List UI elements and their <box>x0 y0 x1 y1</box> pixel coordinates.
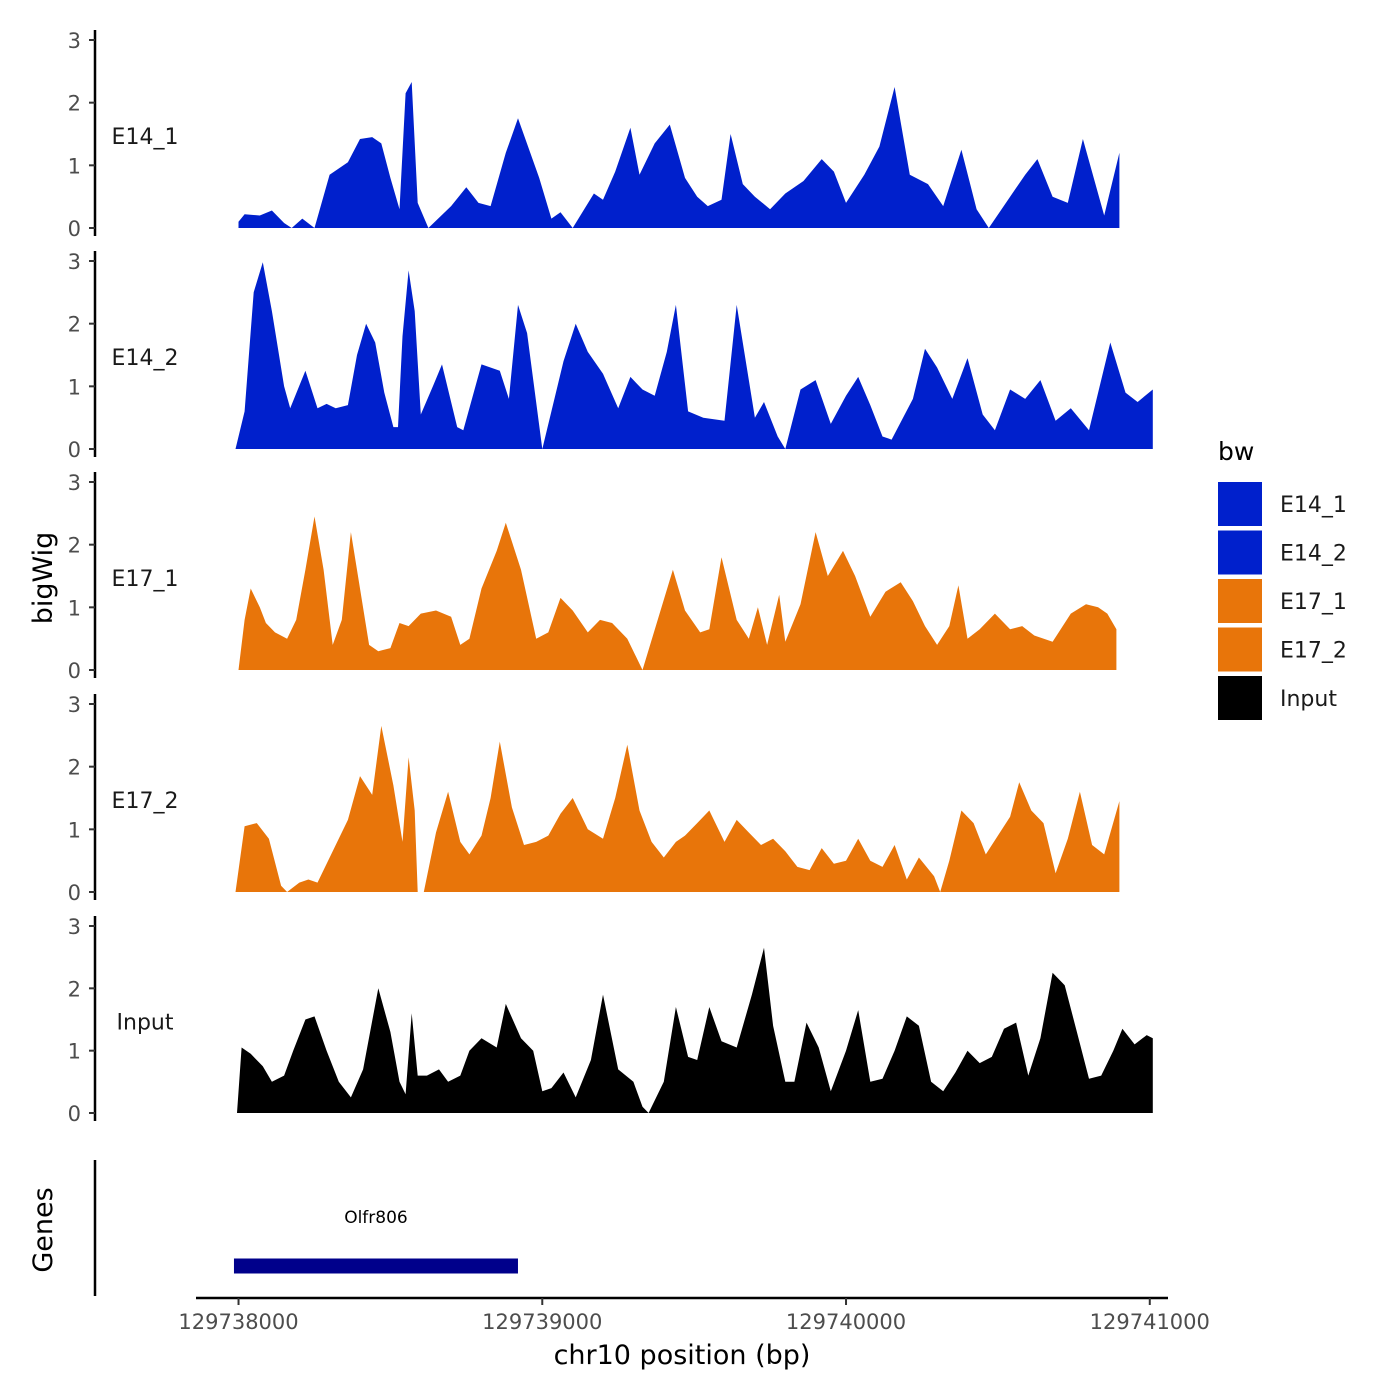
gene-bar <box>233 1258 518 1274</box>
area-e17-2 <box>235 725 1120 892</box>
x-tick-label: 129741000 <box>1090 1310 1210 1334</box>
y-tick-label: 3 <box>68 250 81 274</box>
area-e14-1 <box>238 82 1120 228</box>
track-label: E17_1 <box>112 567 179 592</box>
track-e17-1: 0 1 2 3 E17_1 <box>68 471 1117 683</box>
legend-key-e14-1 <box>1218 482 1262 526</box>
y-tick-label: 1 <box>68 375 81 399</box>
legend: bw E14_1 E14_2 E17_1 E17_2 Input <box>1218 437 1347 720</box>
y-tick-label: 2 <box>68 977 81 1001</box>
y-tick-label: 3 <box>68 29 81 53</box>
y-tick-label: 2 <box>68 313 81 337</box>
legend-label-e14-2: E14_2 <box>1280 542 1347 567</box>
y-tick-label: 1 <box>68 818 81 842</box>
legend-key-input <box>1218 676 1262 720</box>
y-tick-label: 0 <box>68 1102 81 1126</box>
y-tick-label: 0 <box>68 438 81 462</box>
x-tick-label: 129739000 <box>482 1310 602 1334</box>
y-tick-label: 2 <box>68 756 81 780</box>
track-input: 0 1 2 3 Input <box>68 915 1153 1126</box>
y-tick-label: 1 <box>68 596 81 620</box>
y-tick-label: 3 <box>68 915 81 939</box>
x-tick-label: 129740000 <box>786 1310 906 1334</box>
legend-key-e17-2 <box>1218 627 1262 672</box>
legend-title: bw <box>1218 437 1254 466</box>
legend-label-input: Input <box>1280 687 1337 712</box>
track-e17-2: 0 1 2 3 E17_2 <box>68 693 1120 905</box>
track-e14-1: 0 1 2 3 E14_1 <box>68 29 1120 241</box>
y-tick-label: 0 <box>68 881 81 905</box>
area-e14-2 <box>235 262 1153 449</box>
genes-panel-title: Genes <box>28 1187 59 1272</box>
y-axis-title: bigWig <box>28 532 59 625</box>
legend-key-e17-1 <box>1218 579 1262 623</box>
area-e17-1 <box>238 516 1117 670</box>
x-tick-label: 129738000 <box>178 1310 298 1334</box>
tracks-layer: 0 1 2 3 E14_1 0 1 2 3 E14_2 0 1 2 3 E17_1 0 1 2 3 E17_2 0 1 2 3… <box>68 29 1153 1126</box>
y-tick-label: 1 <box>68 154 81 178</box>
legend-label-e17-1: E17_1 <box>1280 590 1347 615</box>
y-tick-label: 3 <box>68 471 81 495</box>
genes-layer: Olfr806 <box>93 1160 518 1296</box>
y-tick-label: 3 <box>68 693 81 717</box>
y-tick-label: 2 <box>68 92 81 116</box>
legend-key-e14-2 <box>1218 530 1262 575</box>
y-tick-label: 1 <box>68 1040 81 1064</box>
y-tick-label: 2 <box>68 534 81 558</box>
track-e14-2: 0 1 2 3 E14_2 <box>68 250 1153 462</box>
legend-label-e14-1: E14_1 <box>1280 493 1347 518</box>
track-label: E14_1 <box>112 125 179 150</box>
track-label: E17_2 <box>112 789 179 814</box>
track-label: E14_2 <box>112 346 179 371</box>
gene-label: Olfr806 <box>344 1208 408 1228</box>
y-tick-label: 0 <box>68 659 81 683</box>
area-input <box>237 947 1153 1113</box>
x-axis-title: chr10 position (bp) <box>554 1340 811 1371</box>
track-label: Input <box>117 1011 174 1036</box>
y-tick-label: 0 <box>68 217 81 241</box>
legend-label-e17-2: E17_2 <box>1280 639 1347 664</box>
x-axis: 129738000 129739000 129740000 129741000 <box>178 1296 1210 1334</box>
